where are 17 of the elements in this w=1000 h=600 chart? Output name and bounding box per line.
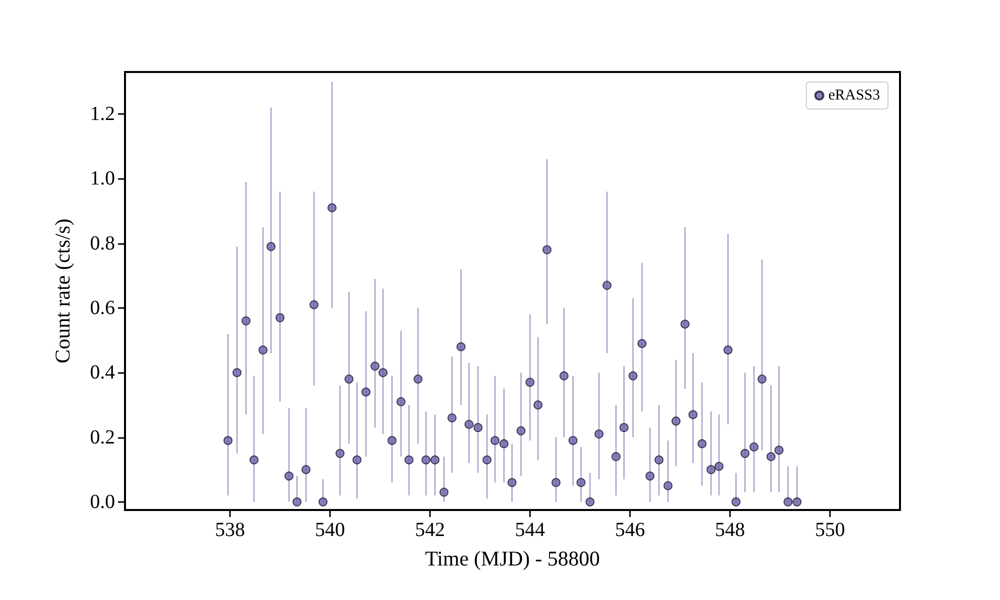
y-tick-label: 0.8 xyxy=(90,232,115,254)
x-tick-label: 542 xyxy=(415,519,445,541)
x-tick-label: 546 xyxy=(615,519,645,541)
x-tick-label: 540 xyxy=(315,519,345,541)
y-tick-label: 0.0 xyxy=(90,490,115,513)
legend-label: eRASS3 xyxy=(828,88,880,104)
y-axis-title: Count rate (cts/s) xyxy=(50,218,74,364)
y-tick-label: 0.4 xyxy=(90,362,115,384)
y-tick-label: 0.6 xyxy=(90,296,115,319)
x-axis-title: Time (MJD) - 58800 xyxy=(425,546,600,570)
x-tick-label: 548 xyxy=(715,519,745,541)
x-tick-label: 550 xyxy=(815,519,845,541)
x-tick-label: 544 xyxy=(515,519,545,541)
x-tick-label: 538 xyxy=(215,519,245,541)
y-tick-label: 1.2 xyxy=(90,103,115,126)
y-tick-label: 1.0 xyxy=(90,168,115,190)
y-tick-label: 0.2 xyxy=(90,426,115,448)
